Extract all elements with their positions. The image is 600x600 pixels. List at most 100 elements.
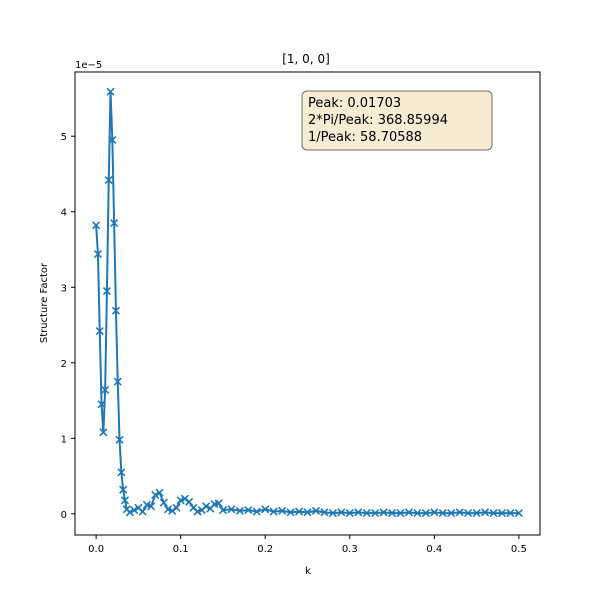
data-point-marker	[387, 509, 397, 518]
marker-stroke	[379, 508, 388, 517]
marker-stroke	[514, 509, 523, 518]
marker-stroke	[455, 508, 464, 517]
y-tick-label: 2	[61, 359, 67, 370]
data-point-marker	[447, 509, 456, 518]
data-point-marker	[93, 249, 103, 259]
annotation-line-2pi-peak: 2*Pi/Peak: 368.85994	[308, 113, 448, 128]
data-point-marker	[362, 509, 371, 518]
data-point-marker	[108, 135, 117, 145]
marker-stroke	[111, 306, 121, 315]
data-point-marker	[311, 506, 321, 515]
data-point-marker	[269, 507, 278, 516]
data-point-marker	[117, 468, 126, 477]
data-point-marker	[371, 509, 380, 518]
marker-stroke	[328, 509, 337, 518]
marker-stroke	[110, 218, 119, 228]
data-point-marker	[111, 306, 121, 315]
marker-stroke	[497, 509, 507, 518]
marker-stroke	[147, 502, 156, 511]
data-point-marker	[101, 385, 110, 395]
data-point-marker	[95, 327, 104, 336]
data-point-marker	[345, 509, 354, 518]
chart-title: [1, 0, 0]	[282, 52, 330, 66]
x-axis: 0.0 0.1 0.2 0.3 0.4 0.5	[88, 535, 527, 555]
marker-stroke	[227, 505, 236, 514]
data-point-marker	[472, 509, 481, 518]
data-point-marker	[138, 507, 147, 516]
data-point-marker	[413, 509, 422, 518]
marker-stroke	[113, 377, 122, 386]
marker-stroke	[362, 509, 371, 518]
marker-stroke	[447, 509, 456, 518]
data-point-marker	[218, 506, 228, 515]
data-point-marker	[201, 502, 211, 511]
plot-area	[74, 71, 541, 536]
marker-stroke	[180, 494, 189, 503]
marker-stroke	[464, 509, 473, 518]
data-point-marker	[294, 507, 304, 516]
marker-stroke	[337, 508, 346, 517]
data-point-marker	[155, 488, 164, 497]
data-point-marker	[337, 508, 346, 517]
x-axis-label: k	[305, 566, 311, 577]
marker-stroke	[134, 503, 143, 512]
marker-stroke	[430, 508, 439, 517]
x-tick-label: 0.3	[342, 544, 358, 555]
data-point-marker	[480, 508, 490, 517]
marker-stroke	[269, 507, 278, 516]
data-point-marker	[185, 497, 194, 506]
data-point-marker	[421, 509, 430, 518]
marker-stroke	[97, 400, 106, 409]
data-point-marker	[286, 508, 295, 517]
data-point-marker	[180, 494, 189, 503]
marker-stroke	[413, 509, 422, 518]
x-tick-label: 0.2	[257, 544, 273, 555]
marker-stroke	[168, 506, 177, 515]
marker-stroke	[101, 385, 110, 395]
marker-stroke	[201, 502, 211, 511]
data-point-marker	[261, 505, 270, 514]
data-point-marker	[120, 496, 130, 505]
data-point-marker	[168, 506, 177, 515]
data-point-marker	[106, 87, 115, 96]
marker-stroke	[371, 509, 380, 518]
marker-stroke	[108, 135, 117, 145]
marker-stroke	[120, 496, 130, 505]
marker-stroke	[159, 498, 168, 507]
y-axis-label: Structure Factor	[39, 262, 50, 343]
data-point-marker	[379, 508, 388, 517]
marker-stroke	[311, 506, 321, 515]
marker-stroke	[172, 503, 181, 512]
annotation-background	[301, 90, 493, 151]
y-tick-label: 3	[61, 283, 67, 294]
data-point-marker	[125, 508, 135, 517]
data-point-marker	[172, 503, 181, 512]
y-tick-label: 5	[61, 132, 67, 143]
marker-stroke	[480, 508, 490, 517]
data-point-marker	[99, 428, 108, 437]
marker-stroke	[387, 509, 397, 518]
data-point-marker	[278, 506, 287, 515]
marker-stroke	[218, 506, 228, 515]
data-point-marker	[303, 508, 312, 517]
marker-stroke	[421, 509, 430, 518]
marker-stroke	[286, 508, 295, 517]
marker-stroke	[142, 500, 151, 509]
marker-stroke	[102, 286, 112, 296]
marker-stroke	[345, 509, 354, 518]
data-point-marker	[438, 509, 447, 518]
marker-stroke	[244, 506, 253, 515]
marker-stroke	[125, 508, 135, 517]
data-point-marker	[147, 502, 156, 511]
data-point-marker	[506, 509, 515, 518]
data-point-marker	[354, 508, 363, 517]
marker-stroke	[396, 509, 405, 518]
marker-stroke	[235, 506, 244, 515]
data-point-marker	[102, 286, 112, 296]
series-line	[95, 90, 519, 515]
x-tick-label: 0.4	[426, 544, 442, 555]
marker-stroke	[115, 435, 124, 444]
data-point-marker	[115, 435, 124, 444]
marker-stroke	[92, 221, 101, 230]
